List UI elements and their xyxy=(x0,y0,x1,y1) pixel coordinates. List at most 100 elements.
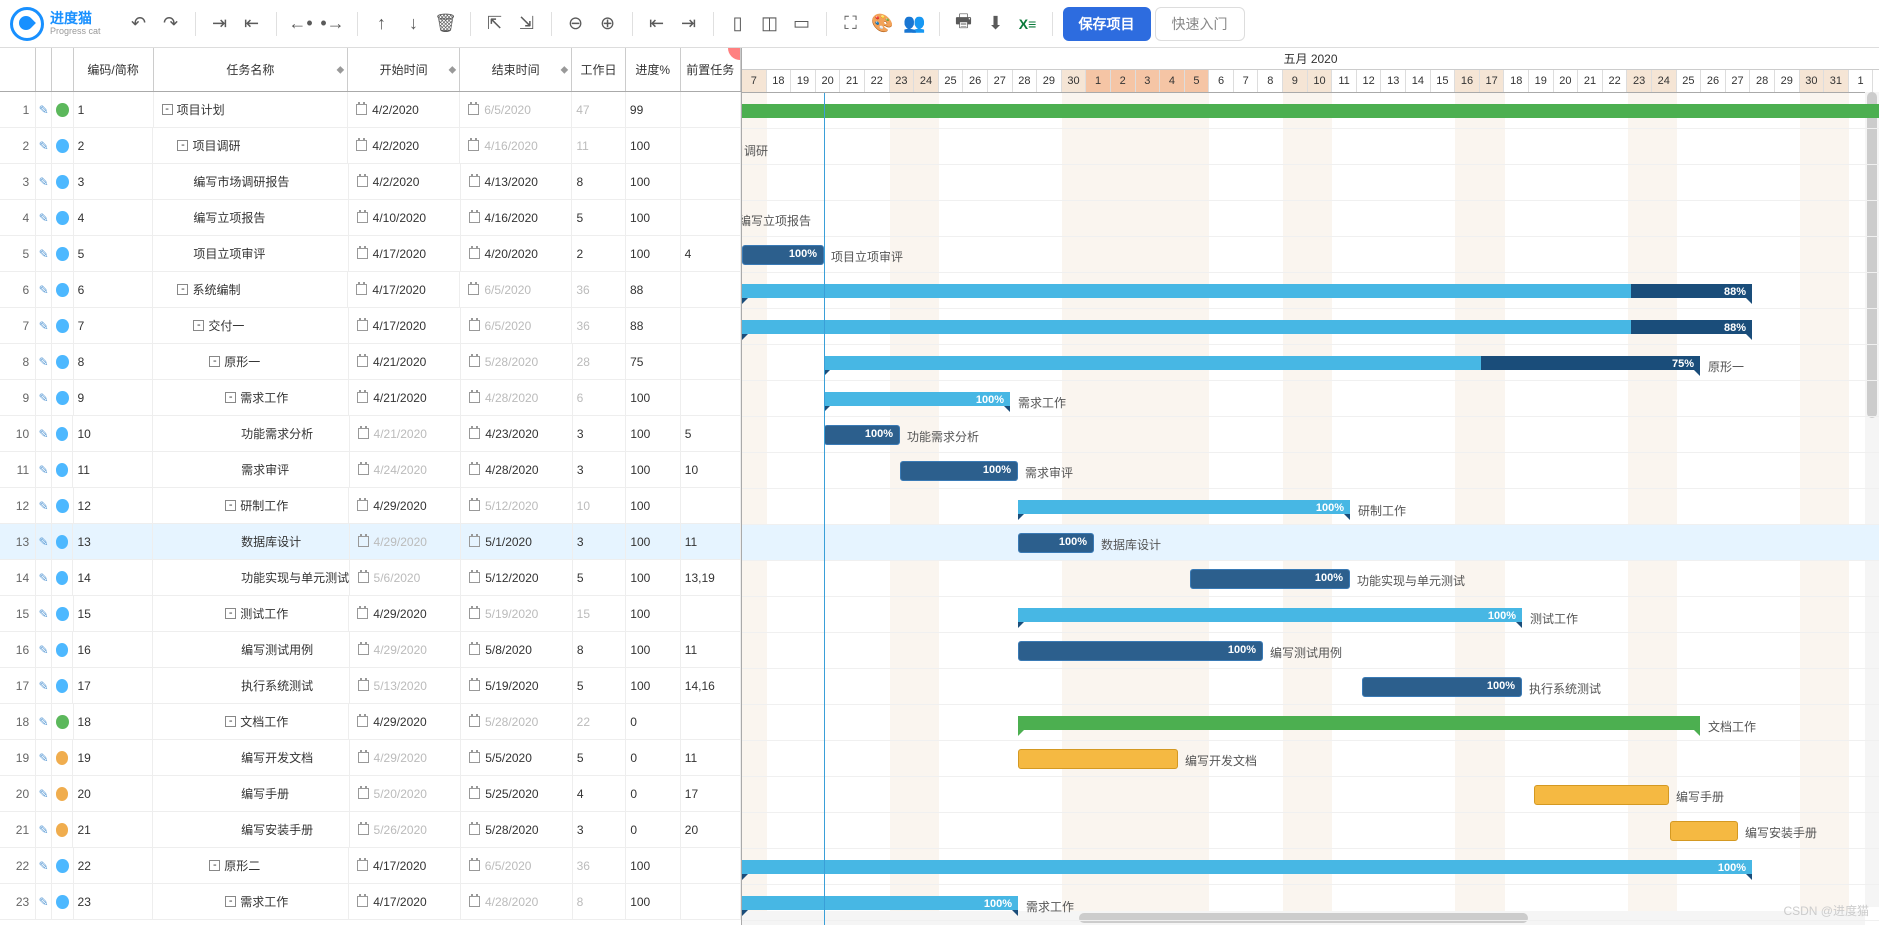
predecessor[interactable] xyxy=(681,92,741,127)
progress[interactable]: 0 xyxy=(626,740,680,775)
quickstart-button[interactable]: 快速入门 xyxy=(1155,7,1245,41)
expand-toggle[interactable]: - xyxy=(225,896,236,907)
task-row[interactable]: 19 ✎ 19 编写开发文档 4/29/2020 5/5/2020 5 0 11 xyxy=(0,740,741,776)
task-code[interactable]: 17 xyxy=(73,668,153,703)
predecessor[interactable] xyxy=(681,848,741,883)
edit-icon[interactable]: ✎ xyxy=(36,416,52,451)
task-code[interactable]: 16 xyxy=(73,632,153,667)
work-days[interactable]: 47 xyxy=(572,92,626,127)
end-date[interactable]: 5/25/2020 xyxy=(461,776,573,811)
task-row[interactable]: 13 ✎ 13 数据库设计 4/29/2020 5/1/2020 3 100 1… xyxy=(0,524,741,560)
predecessor[interactable] xyxy=(681,884,741,919)
progress[interactable]: 100 xyxy=(626,596,680,631)
progress[interactable]: 0 xyxy=(626,704,680,739)
edit-icon[interactable]: ✎ xyxy=(36,560,52,595)
gantt-bar-task[interactable]: 100%需求审评 xyxy=(900,461,1018,481)
task-name[interactable]: 编写手册 xyxy=(153,776,349,811)
task-code[interactable]: 4 xyxy=(74,200,154,235)
edit-icon[interactable]: ✎ xyxy=(36,596,52,631)
expand-toggle[interactable]: - xyxy=(225,716,236,727)
task-name[interactable]: 编写开发文档 xyxy=(153,740,349,775)
task-code[interactable]: 20 xyxy=(73,776,153,811)
layout-1-icon[interactable]: ▯ xyxy=(724,10,752,38)
task-name[interactable]: -需求工作 xyxy=(153,884,349,919)
progress[interactable]: 100 xyxy=(626,200,681,235)
col-end[interactable]: 结束时间◆ xyxy=(460,48,572,91)
start-date[interactable]: 4/21/2020 xyxy=(350,416,462,451)
expand-toggle[interactable]: - xyxy=(193,320,204,331)
col-start[interactable]: 开始时间◆ xyxy=(348,48,460,91)
start-date[interactable]: 4/29/2020 xyxy=(349,488,461,523)
start-date[interactable]: 4/24/2020 xyxy=(350,452,462,487)
end-date[interactable]: 5/8/2020 xyxy=(461,632,573,667)
expand-toggle[interactable]: - xyxy=(177,140,188,151)
expand-toggle[interactable]: - xyxy=(177,284,188,295)
unlink-icon[interactable]: ⇤ xyxy=(238,10,266,38)
work-days[interactable]: 8 xyxy=(573,632,626,667)
task-row[interactable]: 16 ✎ 16 编写测试用例 4/29/2020 5/8/2020 8 100 … xyxy=(0,632,741,668)
predecessor[interactable] xyxy=(681,704,741,739)
gantt-bar-task[interactable]: 编写手册 xyxy=(1534,785,1669,805)
task-row[interactable]: 20 ✎ 20 编写手册 5/20/2020 5/25/2020 4 0 17 xyxy=(0,776,741,812)
start-date[interactable]: 4/29/2020 xyxy=(350,632,462,667)
edit-icon[interactable]: ✎ xyxy=(36,344,52,379)
task-name[interactable]: -原形二 xyxy=(153,848,349,883)
start-date[interactable]: 4/29/2020 xyxy=(349,704,461,739)
outdent-icon[interactable]: ←• xyxy=(287,10,315,38)
start-date[interactable]: 4/10/2020 xyxy=(349,200,461,235)
predecessor[interactable]: 20 xyxy=(681,812,741,847)
task-name[interactable]: -项目计划 xyxy=(154,92,349,127)
progress[interactable]: 88 xyxy=(626,272,681,307)
move-up-icon[interactable]: ↑ xyxy=(368,10,396,38)
end-date[interactable]: 6/5/2020 xyxy=(460,272,572,307)
expand-toggle[interactable]: - xyxy=(209,860,220,871)
export-excel-icon[interactable]: X≡ xyxy=(1014,10,1042,38)
palette-icon[interactable]: 🎨 xyxy=(869,10,897,38)
edit-icon[interactable]: ✎ xyxy=(36,236,52,271)
zoom-out-icon[interactable]: ⊖ xyxy=(562,10,590,38)
task-code[interactable]: 7 xyxy=(74,308,154,343)
work-days[interactable]: 28 xyxy=(573,344,627,379)
expand-toggle[interactable]: - xyxy=(225,392,236,403)
gantt-bar-summary[interactable]: 100%研制工作 xyxy=(1018,500,1350,514)
predecessor[interactable]: 14,16 xyxy=(681,668,741,703)
edit-icon[interactable]: ✎ xyxy=(36,776,52,811)
link-icon[interactable]: ⇥ xyxy=(206,10,234,38)
progress[interactable]: 100 xyxy=(626,632,680,667)
end-date[interactable]: 5/28/2020 xyxy=(461,812,573,847)
work-days[interactable]: 36 xyxy=(573,848,627,883)
task-row[interactable]: 9 ✎ 9 -需求工作 4/21/2020 4/28/2020 6 100 xyxy=(0,380,741,416)
end-date[interactable]: 6/5/2020 xyxy=(461,848,573,883)
task-row[interactable]: 7 ✎ 7 -交付一 4/17/2020 6/5/2020 36 88 xyxy=(0,308,741,344)
expand-toggle[interactable]: - xyxy=(225,608,236,619)
end-date[interactable]: 6/5/2020 xyxy=(460,92,572,127)
edit-icon[interactable]: ✎ xyxy=(36,632,52,667)
task-code[interactable]: 14 xyxy=(73,560,153,595)
task-code[interactable]: 21 xyxy=(73,812,153,847)
start-date[interactable]: 4/21/2020 xyxy=(349,380,461,415)
task-row[interactable]: 17 ✎ 17 执行系统测试 5/13/2020 5/19/2020 5 100… xyxy=(0,668,741,704)
work-days[interactable]: 5 xyxy=(572,200,626,235)
task-row[interactable]: 21 ✎ 21 编写安装手册 5/26/2020 5/28/2020 3 0 2… xyxy=(0,812,741,848)
task-name[interactable]: 功能实现与单元测试 xyxy=(153,560,349,595)
gantt-bar-summary[interactable]: 100% xyxy=(742,860,1752,874)
end-date[interactable]: 4/28/2020 xyxy=(461,452,573,487)
start-date[interactable]: 4/17/2020 xyxy=(348,272,460,307)
start-date[interactable]: 4/29/2020 xyxy=(350,524,462,559)
col-code[interactable]: 编码/简称 xyxy=(74,48,154,91)
task-row[interactable]: 6 ✎ 6 -系统编制 4/17/2020 6/5/2020 36 88 xyxy=(0,272,741,308)
predecessor[interactable]: 4 xyxy=(681,236,741,271)
save-project-button[interactable]: 保存项目 xyxy=(1063,7,1151,41)
start-date[interactable]: 4/17/2020 xyxy=(349,848,461,883)
predecessor[interactable] xyxy=(681,380,741,415)
task-code[interactable]: 11 xyxy=(73,452,153,487)
progress[interactable]: 100 xyxy=(626,488,680,523)
work-days[interactable]: 3 xyxy=(573,524,626,559)
gantt-bar-summary[interactable]: 88% xyxy=(742,284,1752,298)
gantt-bar-task[interactable]: 100%项目立项审评 xyxy=(742,245,824,265)
gantt-bar-task[interactable]: 编写开发文档 xyxy=(1018,749,1178,769)
task-code[interactable]: 12 xyxy=(74,488,154,523)
task-code[interactable]: 3 xyxy=(74,164,154,199)
task-name[interactable]: 需求审评 xyxy=(153,452,349,487)
end-date[interactable]: 4/13/2020 xyxy=(461,164,573,199)
